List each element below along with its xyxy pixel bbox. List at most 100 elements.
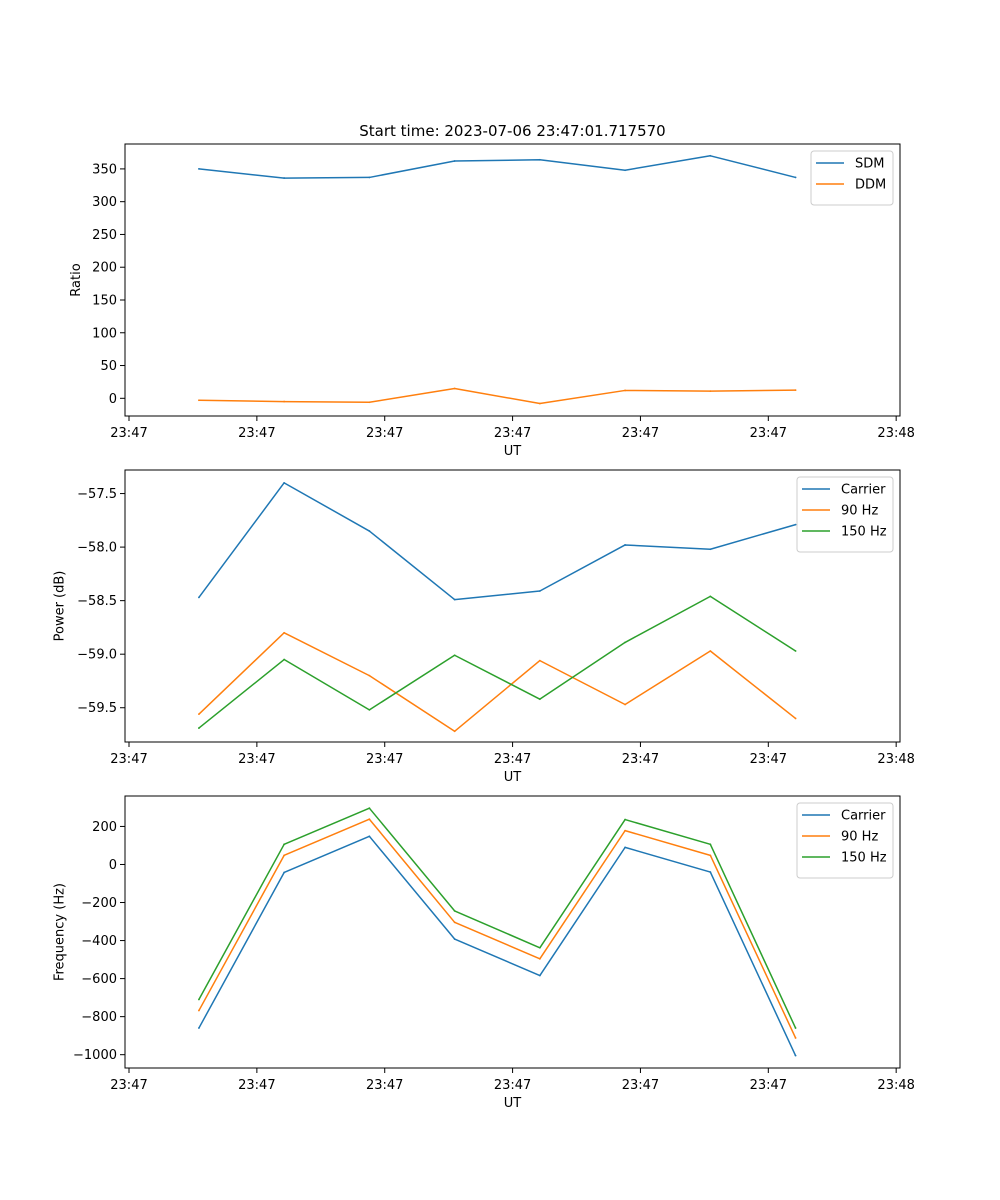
panel-3-x-axis-label: UT [504, 1096, 522, 1111]
panel-1-data-point-sdm [709, 154, 712, 157]
panel-3-y-tick-label: −200 [81, 896, 117, 911]
panel-1-data-point-ddm [538, 402, 541, 405]
panel-2-x-tick-label: 23:47 [110, 752, 147, 767]
panel-3-x-tick-label: 23:47 [366, 1078, 403, 1093]
panel-2-y-tick-label: −59.5 [77, 701, 117, 716]
panel-3-data-point-150-hz [368, 807, 371, 810]
panel-1-axes-frame [124, 143, 901, 417]
panel-3-data-point-150-hz [624, 818, 627, 821]
panel-1-title: Start time: 2023-07-06 23:47:01.717570 [359, 122, 665, 140]
panel-2-legend-entry: 90 Hz [841, 504, 878, 519]
panel-3-axes-frame [124, 795, 901, 1069]
panel-2-data-point-90-hz [198, 713, 200, 716]
panel-1-y-tick-label: 250 [92, 228, 117, 243]
panel-1-y-tick-label: 200 [92, 261, 117, 276]
panel-3-y-tick-label: −800 [81, 1010, 117, 1025]
panel-1-y-axis-label: Ratio [69, 263, 84, 296]
panel-2-legend: Carrier 90 Hz 150 Hz [796, 476, 894, 553]
panel-1-data-point-ddm [368, 401, 371, 404]
panel-3-data-point-90-hz [368, 818, 371, 821]
panel-3-x-tick-label: 23:47 [238, 1078, 275, 1093]
panel-1-data-point-ddm [283, 400, 286, 403]
panel-2-data-point-90-hz [794, 717, 797, 720]
panel-1-data-point-sdm [794, 176, 797, 179]
panel-3-data-point-carrier [453, 938, 456, 940]
panel-1-y-tick-label: 0 [109, 392, 117, 407]
panel-1-series-line-ddm [198, 387, 796, 405]
panel-1-legend-entry: SDM [855, 157, 884, 172]
panel-2-x-axis-label: UT [504, 770, 522, 785]
panel-3-data-point-carrier [538, 974, 541, 977]
panel-3-data-point-carrier [283, 871, 286, 874]
panel-1-data-point-ddm [709, 390, 712, 392]
panel-3-data-point-carrier [198, 1027, 200, 1029]
panel-1-x-tick-label: 23:47 [750, 426, 787, 441]
panel-2-x-tick-label: 23:47 [238, 752, 275, 767]
panel-3-data-point-90-hz [794, 1037, 797, 1039]
panel-1-series-line-sdm [198, 155, 796, 179]
panel-3-legend-entry: 90 Hz [841, 830, 878, 845]
panel-2-data-point-carrier [283, 481, 286, 484]
panel-3-data-point-carrier [709, 871, 712, 873]
panel-2-x-tick-label: 23:48 [877, 752, 914, 767]
panel-2-data-point-90-hz [368, 674, 371, 677]
panel-2-data-point-carrier [709, 548, 712, 551]
panel-2-x-tick-label: 23:47 [750, 752, 787, 767]
panel-1-data-point-sdm [368, 176, 371, 179]
panel-2-data-point-150-hz [368, 708, 371, 711]
panel-3-legend-entry: 150 Hz [841, 851, 887, 866]
panel-3-data-point-150-hz [709, 843, 712, 846]
panel-3-y-tick-label: −1000 [73, 1048, 117, 1063]
panel-1-data-point-ddm [624, 389, 627, 392]
panel-2-data-point-90-hz [453, 730, 456, 733]
panel-1-x-tick-label: 23:47 [622, 426, 659, 441]
panel-3: 23:47 23:47 23:47 23:47 23:47 23:47 23:48 −1000… [53, 795, 915, 1111]
panel-3-y-tick-label: −400 [81, 934, 117, 949]
panel-2-y-tick-label: −57.5 [77, 487, 117, 502]
panel-3-series-line-150-hz [198, 807, 797, 1029]
panel-3-x-tick-label: 23:47 [494, 1078, 531, 1093]
panel-3-x-tick-label: 23:47 [622, 1078, 659, 1093]
panel-1-legend: SDM DDM [810, 150, 894, 206]
panel-2-data-point-150-hz [538, 698, 541, 701]
panel-3-y-tick-label: 0 [109, 858, 117, 873]
panel-1-data-point-sdm [624, 169, 627, 172]
panel-1-data-point-sdm [198, 168, 200, 170]
panel-1-x-tick-label: 23:47 [238, 426, 275, 441]
panel-2-data-point-90-hz [538, 659, 541, 662]
panel-2-x-tick-label: 23:47 [366, 752, 403, 767]
panel-3-y-axis-label: Frequency (Hz) [53, 883, 68, 981]
panel-3-y-tick-label: 200 [92, 820, 117, 835]
panel-1-x-tick-label: 23:47 [366, 426, 403, 441]
panel-2-data-point-150-hz [283, 658, 286, 661]
panel-3-data-point-90-hz [283, 854, 286, 857]
panel-3-legend-box [796, 802, 894, 879]
panel-2-legend-entry: Carrier [841, 483, 886, 498]
panel-2-series-line-90-hz [198, 632, 797, 733]
panel-3-data-point-150-hz [283, 843, 286, 846]
panel-1-x-tick-label: 23:48 [877, 426, 914, 441]
panel-2-data-point-carrier [453, 598, 456, 601]
panel-3-data-point-90-hz [538, 957, 541, 960]
panel-3-x-tick-label: 23:48 [877, 1078, 914, 1093]
panel-3-legend: Carrier 90 Hz 150 Hz [796, 802, 894, 879]
panel-1: 23:47 23:47 23:47 23:47 23:47 23:47 23:48 0 50 10… [69, 122, 915, 459]
plots-container: 23:47 23:47 23:47 23:47 23:47 23:47 23:48 0 50 10… [53, 122, 915, 1111]
panel-3-y-tick-label: −600 [81, 972, 117, 987]
panel-3-data-point-90-hz [198, 1009, 200, 1012]
panel-3-data-point-carrier [368, 835, 371, 838]
panel-1-y-tick-label: 100 [92, 326, 117, 341]
panel-2-data-point-90-hz [709, 650, 712, 652]
panel-2-legend-entry: 150 Hz [841, 525, 887, 540]
panel-1-data-point-ddm [198, 399, 200, 402]
panel-3-data-point-90-hz [709, 854, 712, 857]
panel-3-x-tick-label: 23:47 [110, 1078, 147, 1093]
panel-2-y-tick-label: −58.5 [77, 594, 117, 609]
panel-2-data-point-150-hz [794, 650, 797, 652]
panel-2-data-point-carrier [198, 596, 200, 599]
panel-1-data-point-sdm [538, 158, 541, 161]
panel-1-y-tick-label: 50 [100, 359, 117, 374]
panel-1-data-point-ddm [453, 387, 456, 390]
panel-2: 23:47 23:47 23:47 23:47 23:47 23:47 23:48 −59.5… [53, 469, 915, 785]
panel-2-data-point-90-hz [624, 703, 627, 706]
